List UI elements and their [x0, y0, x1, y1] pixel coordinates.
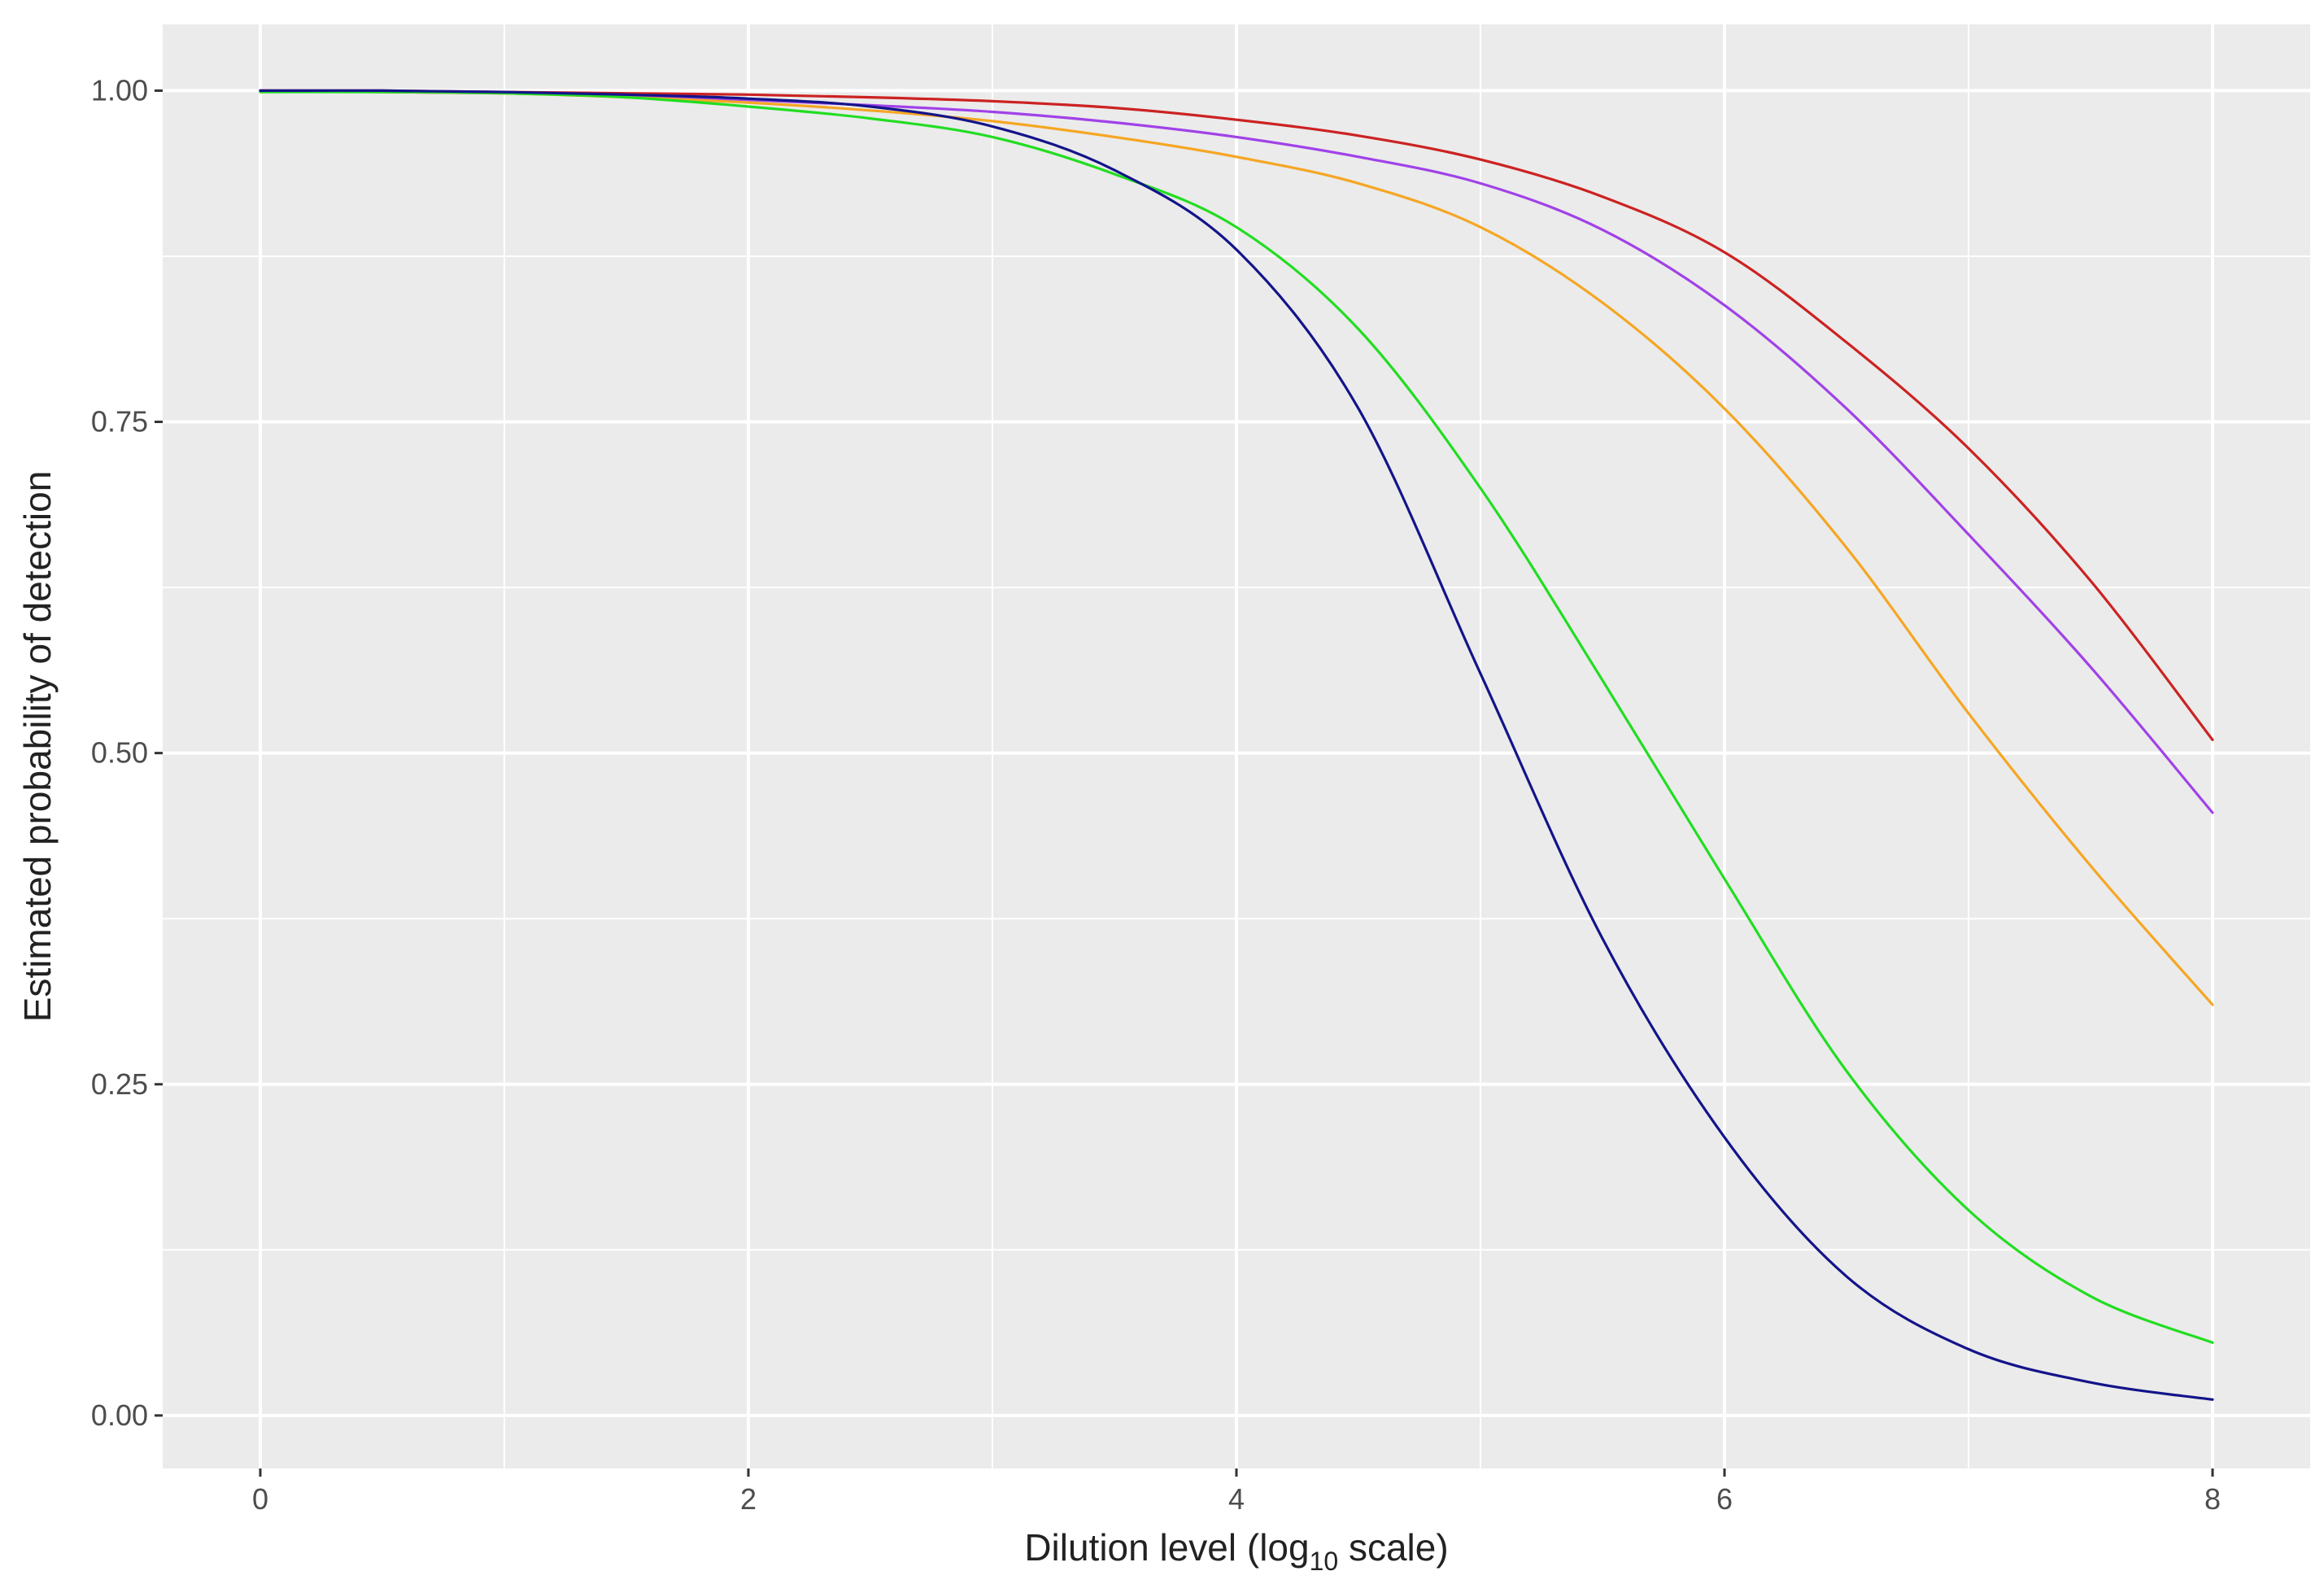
- x-tick-label: 8: [2204, 1482, 2221, 1516]
- x-axis-title: Dilution level (log10 scale): [1024, 1526, 1448, 1576]
- y-tick-label: 1.00: [91, 73, 148, 107]
- x-tick-label: 0: [252, 1482, 268, 1516]
- x-axis-title-subscript: 10: [1310, 1547, 1339, 1576]
- y-tick-label: 0.00: [91, 1399, 148, 1432]
- series-line-5: [259, 89, 2214, 1401]
- major-grid: [163, 24, 2310, 1468]
- x-tick-label: 6: [1716, 1482, 1733, 1516]
- x-tick-label: 4: [1228, 1482, 1245, 1516]
- y-tick-label: 0.75: [91, 405, 148, 439]
- y-axis: 0.00 0.25 0.50 0.75 1.00: [91, 73, 163, 1432]
- y-axis-title: Estimated probability of detection: [16, 471, 59, 1023]
- series-line-4: [259, 90, 2214, 1344]
- x-tick-label: 2: [740, 1482, 756, 1516]
- x-axis-title-main: Dilution level (log: [1024, 1526, 1309, 1569]
- y-tick-label: 0.25: [91, 1067, 148, 1101]
- x-axis: 0 2 4 6 8: [252, 1468, 2221, 1516]
- series-layer: [259, 89, 2214, 1401]
- x-axis-title-tail: scale): [1338, 1526, 1448, 1569]
- y-tick-label: 0.50: [91, 736, 148, 770]
